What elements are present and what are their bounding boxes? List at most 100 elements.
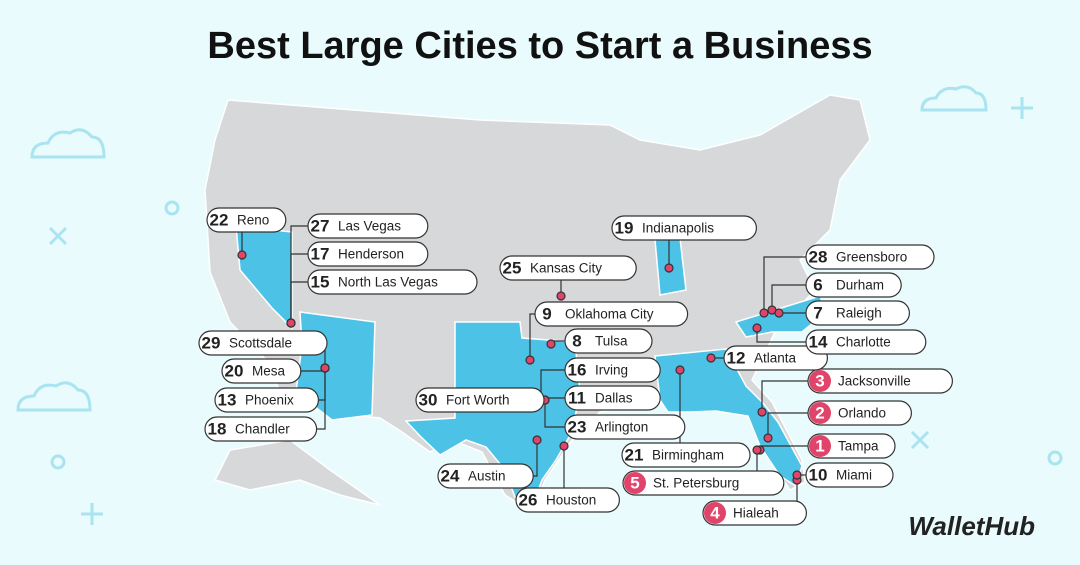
label-pill (805, 300, 911, 326)
label-pill (807, 368, 953, 394)
city-name: St. Petersburg (653, 476, 739, 491)
label-pill (564, 385, 661, 411)
city-name: North Las Vegas (338, 275, 438, 290)
leader-line (771, 284, 806, 310)
city-label: 14 Charlotte (805, 329, 927, 355)
label-pill (622, 470, 785, 496)
city-label: 6 Durham (805, 272, 902, 298)
city-rank: 10 (809, 465, 828, 484)
city-name: Las Vegas (338, 219, 401, 234)
leader-line (756, 328, 806, 343)
city-name: Houston (546, 493, 596, 508)
city-label: 22 Reno (206, 207, 287, 233)
label-pill (206, 207, 287, 233)
label-pill (611, 215, 757, 241)
city-label: 23 Arlington (564, 414, 686, 440)
city-rank: 22 (210, 210, 229, 229)
city-labels: 1 Tampa 2 Orlando 3 Jacksonville 4 Hialeah 5 St. … (198, 207, 953, 526)
city-rank: 9 (542, 304, 551, 323)
leader-line (763, 256, 806, 313)
city-label: 5 St. Petersburg (622, 470, 785, 496)
city-label: 8 Tulsa (564, 328, 653, 354)
city-label: 9 Oklahoma City (534, 301, 689, 327)
city-name: Miami (836, 468, 872, 483)
city-label: 2 Orlando (807, 400, 913, 426)
city-name: Austin (468, 469, 506, 484)
city-label: 28 Greensboro (805, 244, 935, 270)
city-label: 29 Scottsdale (198, 330, 328, 356)
city-label: 1 Tampa (807, 433, 896, 459)
label-pill (805, 244, 935, 270)
city-dot (675, 365, 685, 375)
city-rank: 18 (208, 419, 227, 438)
city-dot (774, 308, 784, 318)
title: Best Large Cities to Start a Business (207, 25, 872, 67)
city-rank: 1 (815, 436, 824, 455)
city-dot (237, 250, 247, 260)
city-label: 18 Chandler (204, 416, 318, 442)
leader-line (533, 440, 538, 477)
label-pill (564, 357, 661, 383)
city-dot (664, 263, 674, 273)
city-label: 20 Mesa (221, 358, 302, 384)
city-label: 10 Miami (805, 462, 894, 488)
city-name: Arlington (595, 420, 648, 435)
city-dot (763, 433, 773, 443)
city-dot (752, 323, 762, 333)
label-pill (805, 272, 902, 298)
rank-badge (704, 502, 726, 524)
city-rank: 28 (809, 247, 828, 266)
city-name: Atlanta (754, 351, 797, 366)
city-label: 11 Dallas (564, 385, 661, 411)
city-rank: 12 (727, 348, 746, 367)
city-name: Birmingham (652, 448, 724, 463)
city-name: Tampa (838, 439, 879, 454)
label-pill (702, 500, 808, 526)
leader-line (540, 369, 565, 400)
brand-logo: WalletHub (908, 511, 1035, 541)
city-rank: 21 (625, 445, 644, 464)
city-name: Irving (595, 363, 628, 378)
city-label: 24 Austin (437, 463, 534, 489)
leader-line (529, 313, 535, 360)
us-map (204, 94, 871, 514)
city-dot (757, 407, 767, 417)
city-rank: 26 (519, 490, 538, 509)
city-rank: 30 (419, 390, 438, 409)
city-name: Jacksonville (838, 374, 911, 389)
label-pill (307, 269, 478, 295)
city-dot (532, 435, 542, 445)
city-rank: 17 (311, 244, 330, 263)
city-rank: 27 (311, 216, 330, 235)
city-rank: 29 (202, 333, 221, 352)
city-name: Greensboro (836, 250, 907, 265)
city-dot (546, 339, 556, 349)
city-name: Orlando (838, 406, 886, 421)
city-name: Tulsa (595, 334, 628, 349)
city-name: Oklahoma City (565, 307, 654, 322)
city-rank: 5 (630, 473, 639, 492)
rank-badge (809, 402, 831, 424)
city-name: Indianapolis (642, 221, 714, 236)
rank-badge (809, 435, 831, 457)
label-pill (564, 414, 686, 440)
city-rank: 6 (813, 275, 822, 294)
city-label: 4 Hialeah (702, 500, 808, 526)
city-rank: 25 (503, 258, 522, 277)
city-name: Reno (237, 213, 269, 228)
city-name: Phoenix (245, 393, 294, 408)
city-name: Kansas City (530, 261, 602, 276)
city-label: 19 Indianapolis (611, 215, 757, 241)
label-pill (214, 387, 320, 413)
city-dot (792, 470, 802, 480)
city-label: 25 Kansas City (499, 255, 637, 281)
label-pill (534, 301, 689, 327)
city-name: Chandler (235, 422, 290, 437)
decorations (16, 85, 1063, 525)
label-pill (807, 433, 896, 459)
city-dot (559, 441, 569, 451)
city-name: Henderson (338, 247, 404, 262)
city-name: Charlotte (836, 335, 891, 350)
city-label: 26 Houston (515, 487, 621, 513)
